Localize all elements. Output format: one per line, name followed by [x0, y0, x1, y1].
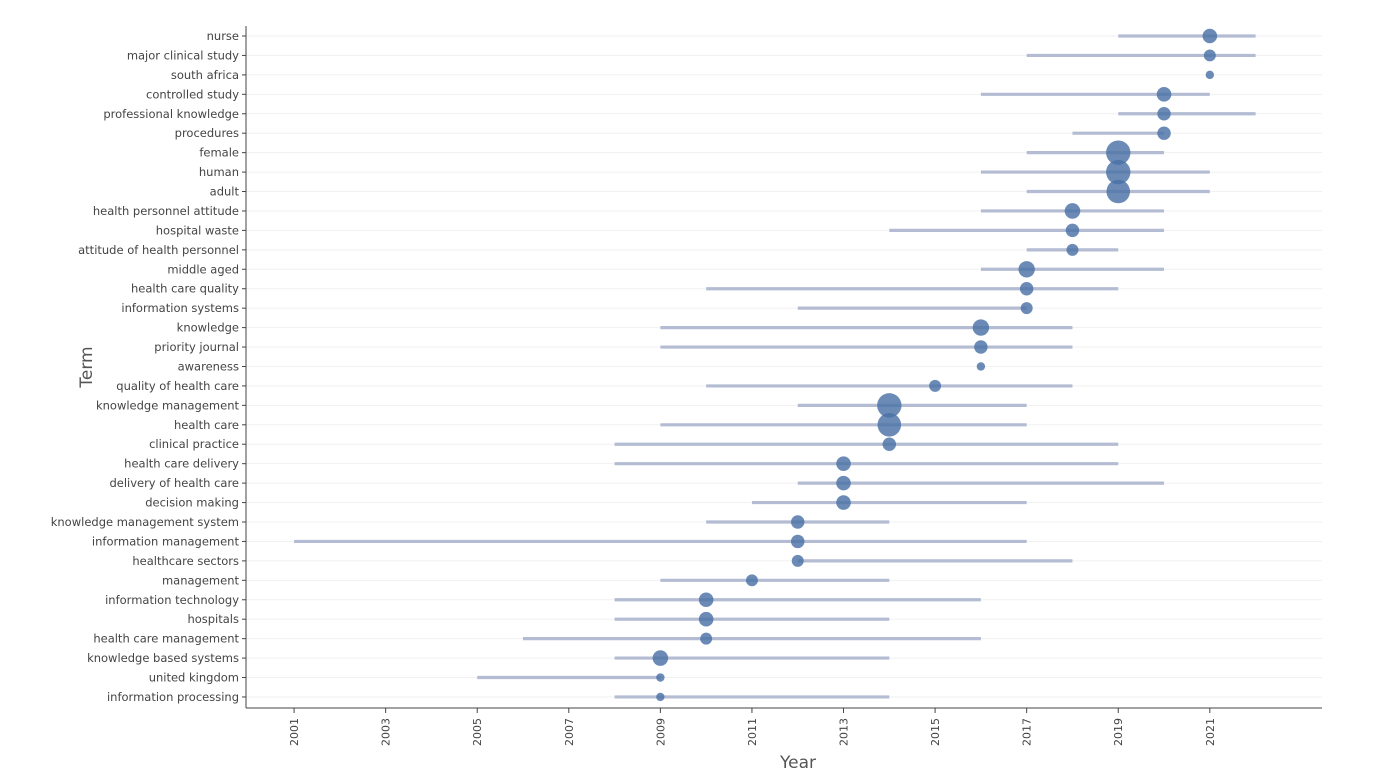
term-label: management: [162, 573, 240, 587]
median-point: [656, 673, 665, 682]
median-point: [877, 393, 902, 418]
term-label: nurse: [207, 29, 239, 43]
median-point: [1019, 281, 1034, 296]
term-label: health care: [174, 418, 239, 432]
median-point: [836, 456, 851, 471]
median-point: [972, 319, 990, 336]
term-label: health care quality: [131, 282, 239, 296]
median-point: [877, 413, 902, 437]
median-point: [698, 611, 714, 627]
x-tick-label: 2007: [563, 718, 576, 746]
term-label: professional knowledge: [103, 107, 239, 121]
median-point: [1156, 87, 1172, 102]
term-label: information management: [92, 534, 240, 548]
median-point: [791, 515, 805, 529]
median-point: [1202, 28, 1218, 44]
median-point: [652, 650, 669, 666]
median-point: [1205, 70, 1215, 80]
median-point: [974, 340, 988, 354]
x-tick-label: 2011: [746, 718, 759, 746]
median-point: [791, 554, 804, 567]
x-tick-label: 2013: [838, 718, 851, 746]
term-label: quality of health care: [116, 379, 239, 393]
x-tick-label: 2005: [471, 718, 484, 746]
term-label: health care delivery: [124, 457, 239, 471]
term-label: clinical practice: [149, 437, 239, 451]
term-label: united kingdom: [149, 671, 239, 685]
term-label: human: [199, 165, 239, 179]
median-point: [700, 632, 713, 645]
x-tick-label: 2019: [1112, 718, 1125, 746]
term-label: attitude of health personnel: [78, 243, 239, 257]
term-label: information technology: [105, 593, 239, 607]
x-tick-label: 2017: [1021, 718, 1034, 746]
median-point: [836, 475, 851, 491]
x-tick-label: 2015: [929, 718, 942, 746]
median-point: [1018, 261, 1035, 278]
term-label: female: [199, 146, 239, 160]
term-label: hospital waste: [156, 223, 239, 237]
median-point: [1203, 49, 1216, 62]
term-label: knowledge: [177, 321, 239, 335]
term-label: south africa: [171, 68, 239, 82]
median-point: [1106, 140, 1131, 165]
median-point: [1106, 179, 1131, 204]
median-points: [652, 28, 1218, 702]
median-point: [791, 534, 805, 549]
range-bars: [294, 34, 1256, 699]
median-point: [1066, 243, 1079, 256]
median-point: [745, 574, 758, 587]
term-label: knowledge based systems: [87, 651, 239, 665]
median-point: [1157, 126, 1171, 140]
median-point: [976, 362, 986, 371]
term-label: hospitals: [187, 612, 239, 626]
median-point: [1157, 107, 1171, 121]
term-label: knowledge management: [96, 398, 240, 412]
term-label: knowledge management system: [51, 515, 239, 529]
term-label: controlled study: [146, 87, 239, 101]
median-point: [882, 437, 897, 451]
term-label: major clinical study: [127, 48, 239, 62]
median-point: [1064, 203, 1081, 219]
median-point: [698, 592, 714, 608]
median-point: [656, 692, 665, 702]
term-label: health personnel attitude: [93, 204, 239, 218]
median-point: [1065, 223, 1080, 238]
term-label: decision making: [145, 496, 239, 510]
y-axis-title: Term: [77, 346, 97, 388]
term-label: delivery of health care: [109, 476, 239, 490]
x-tick-label: 2021: [1204, 718, 1217, 746]
term-label: information systems: [121, 301, 239, 315]
median-point: [836, 495, 851, 510]
term-label: awareness: [178, 359, 239, 373]
term-label: information processing: [107, 690, 239, 704]
median-point: [1106, 159, 1131, 185]
median-point: [929, 379, 942, 392]
term-label: middle aged: [167, 262, 239, 276]
median-point: [1020, 302, 1033, 315]
x-tick-label: 2009: [654, 718, 667, 746]
axes: nurse major clinical study south africa con…: [51, 26, 1322, 746]
term-label: health care management: [93, 632, 239, 646]
x-axis-title: Year: [779, 753, 816, 773]
x-tick-label: 2001: [288, 718, 301, 746]
term-label: priority journal: [154, 340, 239, 354]
term-label: adult: [210, 185, 240, 199]
term-label: healthcare sectors: [132, 554, 239, 568]
x-tick-label: 2003: [380, 718, 393, 746]
term-label: procedures: [175, 126, 239, 140]
